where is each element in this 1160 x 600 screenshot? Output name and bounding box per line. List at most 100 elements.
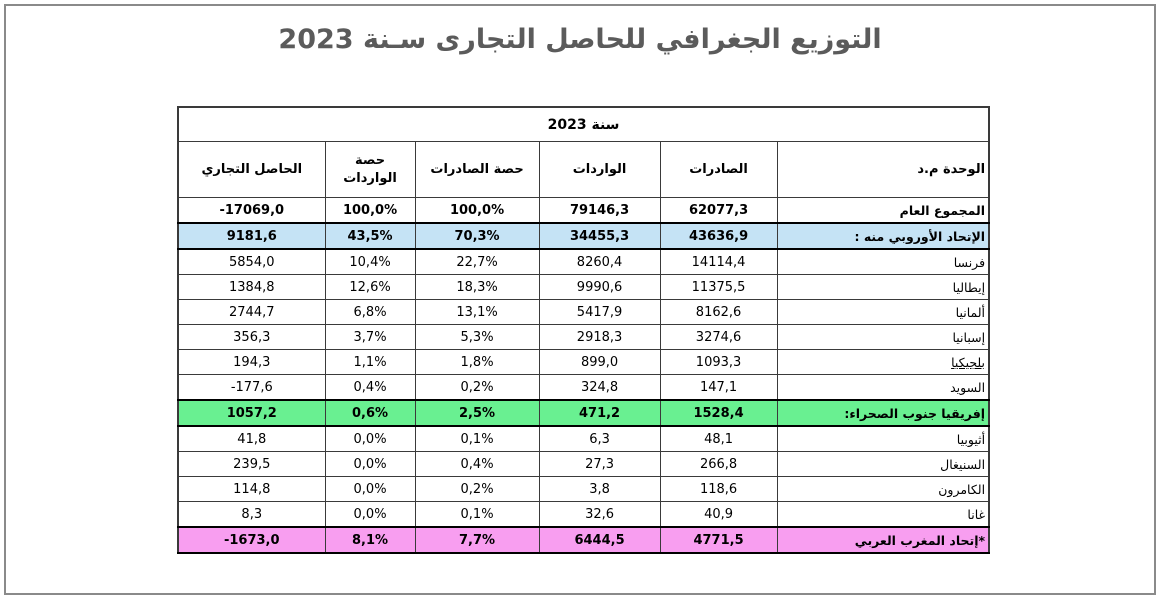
value-cell: 2,5%	[414, 399, 540, 427]
value-text: 1,8%	[460, 354, 494, 370]
table-row: ألمانيا 8162,6 5417,9 13,1% 6,8% 2744,7	[177, 299, 990, 325]
value-text: 32,6	[585, 506, 615, 522]
value-cell: 43636,9	[659, 222, 778, 250]
table-row: غانا 40,9 32,6 0,1% 0,0% 8,3	[177, 501, 990, 528]
value-cell: 3,7%	[324, 324, 416, 350]
value-cell: 0,0%	[324, 501, 416, 528]
value-text: 41,8	[237, 431, 267, 447]
value-text: 12,6%	[349, 279, 391, 295]
value-cell: 7,7%	[414, 526, 540, 554]
value-cell: 0,0%	[324, 425, 416, 452]
value-text: 2918,3	[576, 329, 623, 345]
table-row: بلجيكيا 1093,3 899,0 1,8% 1,1% 194,3	[177, 349, 990, 375]
column-header-import-share: حصة الواردات	[324, 141, 416, 198]
trade-distribution-table: سنة 2023 الوحدة م.د الصادرات الواردات حص…	[177, 106, 991, 554]
table-row: الإتحاد الأوروبي منه : 43636,9 34455,3 70,3…	[177, 222, 990, 250]
value-text: 0,4%	[353, 379, 387, 395]
row-label-cell: إسبانيا	[776, 324, 990, 350]
value-text: 194,3	[233, 354, 271, 370]
value-text: 5417,9	[576, 304, 623, 320]
value-cell: 2744,7	[177, 299, 326, 325]
value-text: 0,4%	[460, 456, 494, 472]
value-cell: 356,3	[177, 324, 326, 350]
row-label-cell: *إتحاد المغرب العربي	[776, 526, 990, 554]
value-cell: 70,3%	[414, 222, 540, 250]
value-text: -177,6	[230, 379, 273, 395]
row-label-cell: إيطاليا	[776, 274, 990, 300]
value-text: 70,3%	[454, 228, 500, 244]
value-cell: 1528,4	[659, 399, 778, 427]
value-text: 0,2%	[460, 379, 494, 395]
value-text: 100,0%	[449, 202, 505, 218]
value-text: 43,5%	[347, 228, 393, 244]
value-cell: 1,1%	[324, 349, 416, 375]
table-row: إفريقيا جنوب الصحراء: 1528,4 471,2 2,5% 0,6%…	[177, 399, 990, 427]
value-cell: 32,6	[538, 501, 661, 528]
column-header-unit: الوحدة م.د	[776, 141, 990, 198]
value-cell: 41,8	[177, 425, 326, 452]
value-cell: 27,3	[538, 451, 661, 477]
value-cell: 266,8	[659, 451, 778, 477]
value-text: 11375,5	[691, 279, 746, 295]
column-header-imports: الواردات	[538, 141, 661, 198]
value-cell: 8162,6	[659, 299, 778, 325]
value-text: 2,5%	[459, 405, 496, 421]
value-cell: 147,1	[659, 374, 778, 401]
year-header-row: سنة 2023	[177, 106, 990, 142]
value-text: 147,1	[699, 379, 738, 395]
value-cell: 0,6%	[324, 399, 416, 427]
value-text: 10,4%	[349, 254, 391, 270]
value-cell: 3274,6	[659, 324, 778, 350]
value-cell: 3,8	[538, 476, 661, 502]
value-text: 8,3	[241, 506, 263, 522]
table-row: أثيوبيا 48,1 6,3 0,1% 0,0% 41,8	[177, 425, 990, 452]
value-text: 5854,0	[229, 254, 275, 270]
column-header-trade-balance: الحاصل التجاري	[177, 141, 326, 198]
value-text: 5,3%	[460, 329, 494, 345]
value-text: 40,9	[704, 506, 734, 522]
value-text: 0,1%	[460, 431, 494, 447]
row-label-cell: الإتحاد الأوروبي منه :	[776, 222, 990, 250]
value-text: 0,2%	[460, 481, 494, 497]
value-cell: -177,6	[177, 374, 326, 401]
value-text: 62077,3	[688, 202, 749, 218]
value-text: 0,1%	[460, 506, 494, 522]
value-cell: 0,2%	[414, 476, 540, 502]
value-cell: 12,6%	[324, 274, 416, 300]
value-text: 3,7%	[353, 329, 387, 345]
value-cell: 48,1	[659, 425, 778, 452]
value-cell: 2918,3	[538, 324, 661, 350]
column-header-row: الوحدة م.د الصادرات الواردات حصة الصادرا…	[177, 141, 990, 198]
row-label-cell: الكامرون	[776, 476, 990, 502]
value-cell: 5417,9	[538, 299, 661, 325]
value-cell: 6,3	[538, 425, 661, 452]
value-cell: 9990,6	[538, 274, 661, 300]
value-text: -1673,0	[223, 532, 280, 548]
value-text: 266,8	[699, 456, 738, 472]
value-text: 43636,9	[688, 228, 749, 244]
value-cell: 5,3%	[414, 324, 540, 350]
value-cell: 1093,3	[659, 349, 778, 375]
value-cell: 114,8	[177, 476, 326, 502]
table-body: المجموع العام 62077,3 79146,3 100,0% 100,0% -…	[177, 197, 990, 554]
value-text: 0,0%	[353, 506, 387, 522]
value-cell: 13,1%	[414, 299, 540, 325]
value-cell: 1384,8	[177, 274, 326, 300]
value-text: 471,2	[578, 405, 621, 421]
value-cell: 43,5%	[324, 222, 416, 250]
row-label-cell: أثيوبيا	[776, 425, 990, 452]
value-text: 1384,8	[229, 279, 275, 295]
value-text: 899,0	[580, 354, 619, 370]
value-cell: 6,8%	[324, 299, 416, 325]
value-cell: 1,8%	[414, 349, 540, 375]
table-row: السويد 147,1 324,8 0,2% 0,4% -177,6	[177, 374, 990, 401]
row-label-cell: فرنسا	[776, 248, 990, 275]
table-row: الكامرون 118,6 3,8 0,2% 0,0% 114,8	[177, 476, 990, 502]
row-label-cell: إفريقيا جنوب الصحراء:	[776, 399, 990, 427]
column-header-exports: الصادرات	[659, 141, 778, 198]
value-cell: 239,5	[177, 451, 326, 477]
value-text: 6,8%	[353, 304, 387, 320]
value-cell: 194,3	[177, 349, 326, 375]
value-text: 13,1%	[456, 304, 498, 320]
value-cell: -1673,0	[177, 526, 326, 554]
